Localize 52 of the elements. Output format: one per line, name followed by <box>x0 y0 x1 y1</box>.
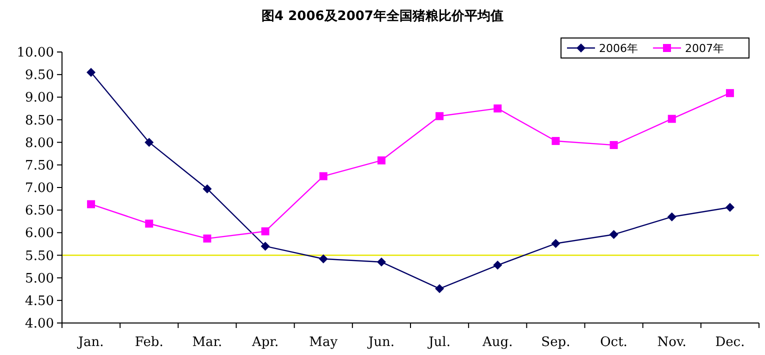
y-tick-label: 7.50 <box>25 158 54 174</box>
point <box>436 112 444 120</box>
x-tick-label: May <box>309 335 338 350</box>
point <box>377 156 386 164</box>
point <box>609 230 618 239</box>
y-tick-label: 9.50 <box>25 68 54 84</box>
point <box>144 138 154 147</box>
x-tick-label: Jul. <box>426 335 450 350</box>
legend-label: 2006年 <box>599 42 638 55</box>
y-tick-label: 5.00 <box>25 271 54 286</box>
x-tick-label: Nov. <box>657 335 686 350</box>
y-tick-label: 8.50 <box>25 113 54 128</box>
x-tick-label: Oct. <box>600 335 628 350</box>
x-tick-label: Jun. <box>366 335 395 350</box>
x-tick-label: Aug. <box>482 335 513 350</box>
x-tick-label: Sep. <box>541 335 570 350</box>
point <box>494 104 502 112</box>
y-tick-label: 6.00 <box>25 226 54 242</box>
x-tick-label: Feb. <box>134 335 164 350</box>
legend-label: 2007年 <box>685 42 724 55</box>
y-tick-label: 4.00 <box>25 316 54 332</box>
point <box>203 234 212 243</box>
x-tick-label: Mar. <box>192 335 222 350</box>
y-tick-label: 6.50 <box>25 204 54 219</box>
point <box>87 200 96 208</box>
point <box>435 284 444 294</box>
point <box>725 202 734 212</box>
point <box>318 254 328 264</box>
point <box>667 212 676 222</box>
point <box>202 184 212 194</box>
chart-title: 图4 2006及2007年全国猪粮比价平均值 <box>262 8 504 24</box>
point <box>319 172 328 180</box>
point <box>261 227 270 236</box>
point <box>668 114 676 123</box>
x-tick-label: Jan. <box>76 335 104 350</box>
point <box>86 68 96 77</box>
point <box>610 141 618 150</box>
y-tick-label: 5.50 <box>25 248 54 264</box>
point <box>260 242 270 251</box>
point <box>552 136 560 145</box>
y-tick-label: 4.50 <box>25 294 54 309</box>
x-tick-label: Dec. <box>715 335 745 350</box>
point <box>376 258 386 267</box>
point <box>145 220 154 228</box>
y-tick-label: 7.00 <box>25 181 54 196</box>
y-tick-label: 8.00 <box>25 136 54 151</box>
point <box>726 89 734 98</box>
point <box>493 260 502 270</box>
y-tick-label: 9.00 <box>25 90 54 106</box>
y-tick-label: 10.00 <box>16 46 54 61</box>
x-tick-label: Apr. <box>250 335 279 350</box>
point <box>551 239 560 248</box>
